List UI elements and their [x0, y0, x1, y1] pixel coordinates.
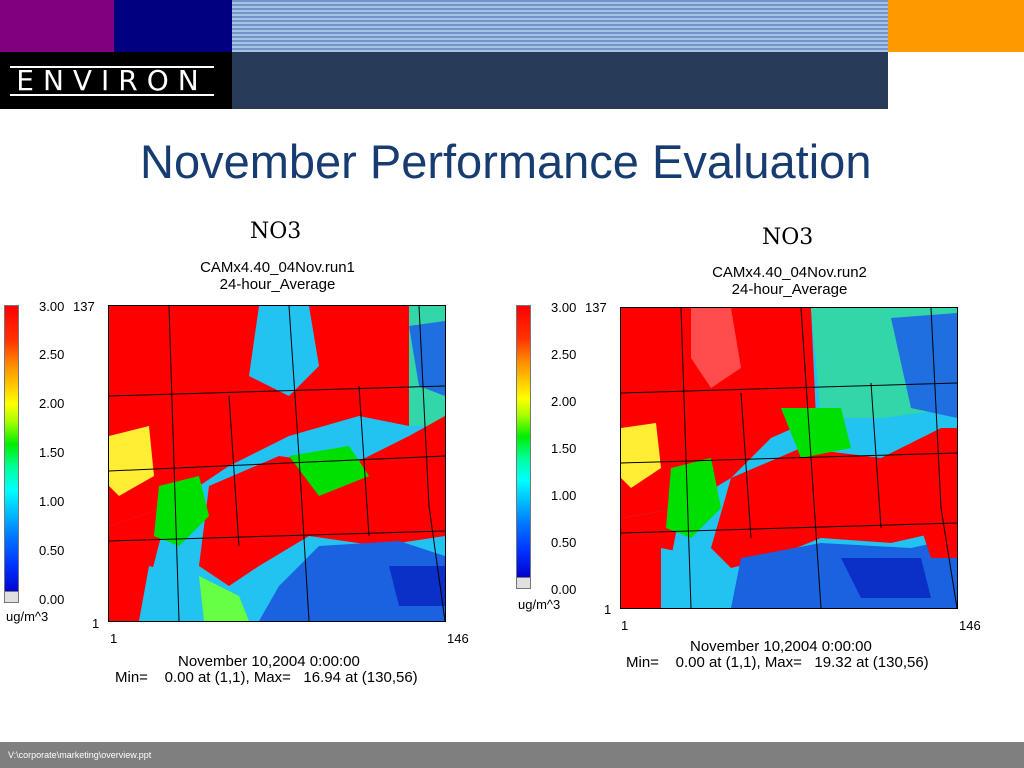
colorbar-label: 0.50 [551, 535, 577, 550]
colorbar-min-cell [4, 591, 19, 603]
colorbar-max-label: 3.00 [551, 300, 577, 315]
colorbar-label: 1.50 [551, 441, 577, 456]
colorbar-min-label: 0.00 [551, 582, 577, 597]
colorbar-unit: ug/m^3 [518, 597, 561, 612]
logo-text: ENVIRON [10, 65, 214, 96]
plot-panel-run1: NO3 CAMx4.40_04Nov.run1 24-hour_Average … [0, 0, 500, 700]
header-band-stripes [232, 0, 888, 52]
x-left-tick: 1 [110, 631, 118, 646]
colorbar-label: 2.50 [551, 347, 577, 362]
colorbar-min-cell [516, 577, 531, 589]
concentration-map [620, 307, 958, 609]
colorbar-unit: ug/m^3 [6, 609, 49, 624]
min-max-stats: Min= 0.00 at (1,1), Max= 19.32 at (130,5… [626, 654, 929, 671]
x-right-tick: 146 [959, 618, 981, 633]
x-right-tick: 146 [447, 631, 469, 646]
colorbar-label: 2.00 [39, 396, 65, 411]
header-band-slate [232, 52, 888, 109]
average-label: 24-hour_Average [731, 281, 848, 298]
colorbar [516, 305, 531, 579]
plot-panel-run2: NO3 CAMx4.40_04Nov.run2 24-hour_Average … [512, 0, 1012, 700]
colorbar-min-label: 0.00 [39, 592, 65, 607]
colorbar-label: 0.50 [39, 543, 65, 558]
header-band-purple [0, 0, 114, 52]
run-label: CAMx4.40_04Nov.run1 [200, 259, 355, 276]
header-band-navy [114, 0, 232, 52]
colorbar-label: 2.00 [551, 394, 577, 409]
x-left-tick: 1 [621, 618, 629, 633]
colorbar-label: 1.00 [39, 494, 65, 509]
colorbar-label: 1.50 [39, 445, 65, 460]
header-band-black [0, 52, 232, 109]
environ-logo: ENVIRON [0, 52, 232, 109]
timestamp: November 10,2004 0:00:00 [690, 638, 872, 655]
y-bottom-tick: 1 [92, 616, 100, 631]
species-title: NO3 [762, 225, 814, 250]
min-max-stats: Min= 0.00 at (1,1), Max= 16.94 at (130,5… [115, 669, 418, 686]
concentration-map [108, 305, 446, 622]
timestamp: November 10,2004 0:00:00 [178, 653, 360, 670]
colorbar-max-label: 3.00 [39, 299, 65, 314]
colorbar [4, 305, 19, 595]
species-title: NO3 [250, 219, 302, 244]
y-top-tick: 137 [585, 300, 607, 315]
footer-bar: V:\corporate\marketing\overview.ppt [0, 742, 1024, 768]
colorbar-label: 2.50 [39, 347, 65, 362]
average-label: 24-hour_Average [219, 276, 336, 293]
slide-title: November Performance Evaluation [140, 135, 872, 188]
header-band-orange [888, 0, 1024, 52]
run-label: CAMx4.40_04Nov.run2 [712, 264, 867, 281]
footer-path: V:\corporate\marketing\overview.ppt [8, 750, 152, 760]
y-top-tick: 137 [73, 299, 95, 314]
colorbar-label: 1.00 [551, 488, 577, 503]
y-bottom-tick: 1 [604, 602, 612, 617]
